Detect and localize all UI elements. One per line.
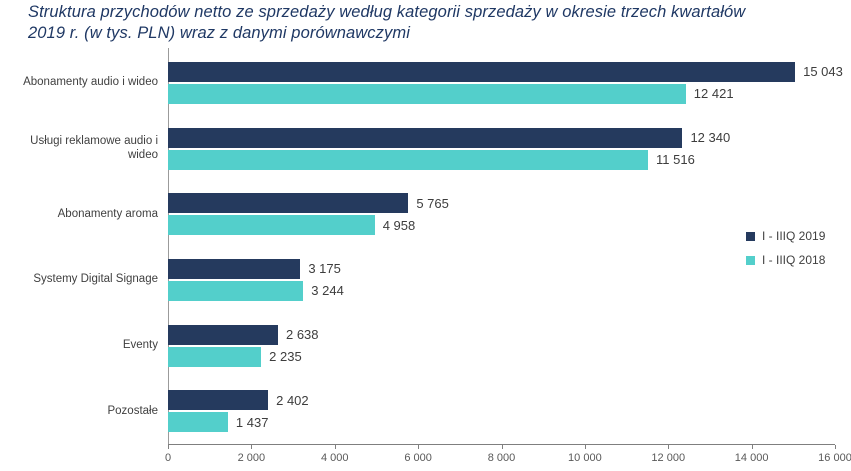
bar-i---iiiq-2018 (168, 215, 375, 236)
bar-line: 5 765 (168, 193, 835, 214)
bar-i---iiiq-2018 (168, 83, 686, 104)
bar-i---iiiq-2019 (168, 61, 796, 82)
category-row: Systemy Digital Signage 3 175 3 244 (0, 247, 835, 313)
bar-group: 12 340 11 516 (168, 127, 835, 170)
value-label: 11 516 (656, 152, 695, 167)
category-row: Abonamenty aroma 5 765 4 958 (0, 181, 835, 247)
x-axis-tick-label: 16 000 (818, 452, 851, 464)
bar-i---iiiq-2019 (168, 127, 683, 148)
chart-title: Struktura przychodów netto ze sprzedaży … (28, 2, 847, 44)
legend-item-2018: I - IIIQ 2018 (746, 253, 825, 267)
value-label: 15 043 (803, 64, 843, 80)
bar-group: 2 638 2 235 (168, 324, 835, 367)
value-label: 1 437 (235, 414, 269, 430)
bar-line: 12 340 (168, 127, 835, 148)
category-label: Systemy Digital Signage (33, 273, 158, 286)
bar-group: 15 043 12 421 (168, 61, 843, 104)
bar-line: 15 043 (168, 61, 843, 82)
category-row: Pozostałe 2 402 1 437 (0, 378, 835, 444)
x-axis-tick (334, 445, 336, 449)
x-axis-tick (584, 445, 586, 449)
x-axis-tick-label: 0 (164, 452, 172, 464)
value-label: 12 421 (693, 86, 734, 102)
bar-i---iiiq-2019 (168, 390, 269, 411)
bar-line: 2 638 (168, 324, 835, 345)
category-row: Abonamenty audio i wideo 15 043 12 421 (0, 50, 843, 116)
value-label: 12 340 (690, 130, 731, 145)
bar-group: 5 765 4 958 (168, 193, 835, 236)
value-label: 2 638 (285, 327, 319, 343)
chart-title-line-1: Struktura przychodów netto ze sprzedaży … (28, 3, 746, 21)
bar-line: 11 516 (168, 149, 835, 170)
x-axis-tick (501, 445, 503, 449)
bar-group: 2 402 1 437 (168, 390, 835, 433)
x-axis-tick (168, 445, 169, 449)
legend: I - IIIQ 2019 I - IIIQ 2018 (746, 229, 825, 267)
legend-swatch-2019 (746, 231, 755, 241)
bar-i---iiiq-2018 (168, 280, 304, 301)
value-label: 2 402 (276, 392, 309, 408)
value-label: 3 175 (308, 261, 341, 277)
category-label: Pozostałe (107, 404, 158, 417)
bar-line: 12 421 (168, 83, 835, 104)
bar-line: 1 437 (168, 412, 835, 433)
x-axis-tick (668, 445, 670, 449)
x-axis-tick (835, 445, 836, 449)
category-label: Usługi reklamowe audio i wideo (30, 135, 158, 161)
value-label: 2 235 (269, 349, 302, 365)
x-axis: 0 2 000 4 000 6 000 8 000 10 000 12 000 14 000 1… (164, 444, 851, 467)
bar-i---iiiq-2019 (168, 193, 409, 214)
bar-i---iiiq-2018 (168, 412, 228, 433)
bar-group: 3 175 3 244 (168, 258, 835, 301)
category-label: Eventy (122, 338, 158, 351)
x-axis-tick-label: 4 000 (320, 452, 349, 464)
value-label: 4 958 (382, 217, 416, 233)
bar-i---iiiq-2019 (168, 324, 278, 345)
x-axis-tick-label: 2 000 (237, 452, 266, 464)
x-axis-tick-label: 8 000 (487, 452, 516, 464)
legend-item-2019: I - IIIQ 2019 (746, 229, 825, 243)
bar-line: 4 958 (168, 215, 835, 236)
x-axis-tick-label: 6 000 (404, 452, 432, 464)
legend-swatch-2018 (746, 255, 755, 265)
x-axis-tick-label: 14 000 (734, 452, 769, 464)
bar-line: 3 244 (168, 280, 835, 301)
x-axis-tick (418, 445, 420, 449)
bar-i---iiiq-2019 (168, 258, 301, 279)
value-label: 5 765 (416, 195, 449, 211)
plot-area: Abonamenty audio i wideo 15 043 12 421 Usłu… (0, 50, 843, 444)
category-label: Abonamenty audio i wideo (23, 76, 158, 89)
value-label: 3 244 (311, 283, 344, 299)
bar-i---iiiq-2018 (168, 346, 262, 367)
x-axis-tick-label: 10 000 (568, 452, 602, 464)
bar-line: 3 175 (168, 258, 835, 279)
legend-label-2018: I - IIIQ 2018 (762, 253, 826, 267)
category-row: Eventy 2 638 2 235 (0, 313, 835, 379)
chart-title-line-2: 2019 r. (w tys. PLN) wraz z danymi porów… (28, 24, 410, 43)
category-row: Usługi reklamowe audio i wideo 12 340 11 5… (0, 116, 835, 182)
y-axis-line (168, 48, 169, 445)
bar-line: 2 402 (168, 390, 835, 411)
x-axis-tick (751, 445, 753, 449)
x-axis-tick-label: 12 000 (651, 452, 686, 464)
bar-line: 2 235 (168, 346, 835, 367)
bar-i---iiiq-2018 (168, 149, 649, 170)
category-label: Abonamenty aroma (57, 207, 158, 220)
x-axis-tick (251, 445, 253, 449)
legend-label-2019: I - IIIQ 2019 (762, 229, 826, 243)
